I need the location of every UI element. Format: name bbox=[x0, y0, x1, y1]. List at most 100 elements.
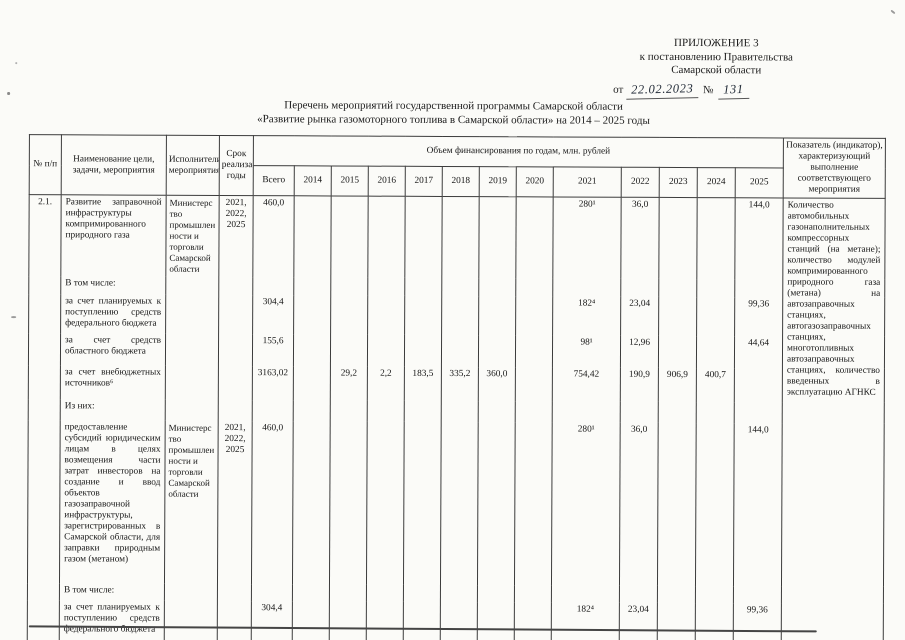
handwritten-number: 131 bbox=[718, 81, 750, 99]
cell-2020 bbox=[515, 296, 553, 336]
cell-2015 bbox=[330, 295, 368, 335]
program-table-wrap: № п/п Наименование цели, задачи, меропри… bbox=[27, 134, 886, 640]
cell-2025: 144,0 bbox=[734, 197, 784, 280]
cell-2021 bbox=[552, 401, 621, 423]
cell-2017 bbox=[404, 334, 442, 367]
header-num: № п/п bbox=[29, 134, 62, 195]
from-label: от bbox=[613, 83, 624, 96]
cell-2015 bbox=[329, 421, 368, 585]
cell-2018 bbox=[441, 277, 479, 297]
cell-executor: Министерство промышленности и торговли С… bbox=[165, 195, 220, 277]
cell-2019 bbox=[478, 401, 516, 423]
table-header-row-1: № п/п Наименование цели, задачи, меропри… bbox=[29, 134, 886, 199]
cell-2025 bbox=[734, 402, 783, 424]
cell-2017 bbox=[404, 277, 442, 296]
cell-2019 bbox=[477, 602, 515, 640]
cell-num bbox=[27, 600, 60, 640]
cell-num bbox=[27, 420, 61, 584]
cell-2018 bbox=[441, 334, 479, 368]
header-executor: Исполнители мероприятия bbox=[166, 135, 220, 196]
cell-2015: 29,2 bbox=[330, 366, 368, 401]
cell-2016 bbox=[367, 400, 405, 422]
document-title: Перечень мероприятий государственной про… bbox=[1, 98, 905, 129]
appendix-title: ПРИЛОЖЕНИЕ 3 bbox=[674, 36, 759, 50]
cell-2017 bbox=[404, 295, 442, 335]
cell-2014 bbox=[293, 400, 331, 422]
cell-executor bbox=[165, 365, 219, 400]
cell-2016: 2,2 bbox=[367, 366, 405, 401]
cell-2016 bbox=[367, 334, 405, 367]
cell-num bbox=[28, 276, 61, 295]
cell-activity: Развитие заправочной инфраструктуры комп… bbox=[60, 194, 167, 277]
cell-2022: 23,04 bbox=[619, 602, 658, 640]
appendix-block: ПРИЛОЖЕНИЕ 3 к постановлению Правительст… bbox=[609, 37, 823, 99]
cell-executor bbox=[164, 600, 218, 640]
program-table: № п/п Наименование цели, задачи, меропри… bbox=[27, 134, 886, 640]
cell-2015 bbox=[329, 601, 367, 640]
cell-2025: 44,64 bbox=[734, 336, 783, 369]
cell-2014 bbox=[293, 366, 331, 401]
cell-2024 bbox=[696, 297, 735, 337]
cell-activity: предоставление субсидий юридическим лица… bbox=[59, 420, 166, 584]
header-year-2023: 2023 bbox=[659, 167, 698, 198]
header-year-2020: 2020 bbox=[516, 166, 554, 197]
cell-2019: 360,0 bbox=[478, 367, 516, 402]
handwritten-date: 22.02.2023 bbox=[625, 81, 699, 99]
cell-2025 bbox=[734, 279, 783, 298]
scan-artifact bbox=[7, 92, 11, 96]
table-row: за счет планируемых к поступлению средст… bbox=[27, 600, 883, 640]
cell-2015 bbox=[330, 195, 369, 278]
cell-2023 bbox=[657, 422, 697, 587]
cell-total bbox=[252, 277, 294, 296]
cell-2015 bbox=[330, 277, 368, 296]
cell-2016 bbox=[367, 295, 405, 335]
cell-2020 bbox=[515, 335, 553, 368]
header-term: Срок реализации, годы bbox=[219, 135, 254, 196]
cell-total: 304,4 bbox=[251, 601, 293, 640]
cell-term bbox=[218, 276, 253, 296]
cell-activity: за счет средств областного бюджета bbox=[60, 333, 166, 366]
cell-2018 bbox=[440, 584, 478, 603]
cell-2024 bbox=[696, 336, 735, 369]
cell-2023 bbox=[658, 278, 697, 298]
cell-2024: 400,7 bbox=[696, 368, 735, 403]
cell-2022: 12,96 bbox=[620, 335, 659, 368]
cell-2022: 36,0 bbox=[620, 197, 660, 279]
cell-2016 bbox=[367, 196, 406, 278]
cell-2024 bbox=[695, 603, 734, 640]
cell-2022: 23,04 bbox=[620, 296, 659, 336]
cell-executor bbox=[165, 399, 219, 421]
number-label: № bbox=[703, 83, 714, 96]
cell-total: 460,0 bbox=[252, 195, 295, 278]
header-year-2018: 2018 bbox=[442, 166, 480, 197]
table-row: 2.1. Развитие заправочной инфраструктуры… bbox=[28, 194, 886, 640]
cell-total: 304,4 bbox=[252, 295, 294, 335]
cell-2014 bbox=[293, 295, 331, 335]
cell-2016 bbox=[367, 277, 405, 296]
cell-term bbox=[217, 583, 252, 602]
header-year-2024: 2024 bbox=[697, 167, 736, 198]
cell-2024 bbox=[695, 423, 735, 587]
table-row: за счет средств областного бюджета 155,6… bbox=[28, 333, 884, 369]
cell-2016 bbox=[366, 601, 404, 640]
cell-term bbox=[218, 294, 253, 335]
cell-total: 155,6 bbox=[252, 334, 294, 367]
cell-total: 460,0 bbox=[251, 421, 294, 585]
cell-2023: 906,9 bbox=[658, 367, 697, 403]
cell-2025: 99,36 bbox=[733, 603, 782, 640]
cell-total: 3163,02 bbox=[252, 366, 294, 401]
cell-2014 bbox=[293, 334, 331, 367]
cell-2020 bbox=[514, 602, 552, 640]
cell-2020 bbox=[514, 422, 553, 586]
table-row: за счет планируемых к поступлению средст… bbox=[28, 294, 885, 337]
cell-activity: Из них: bbox=[60, 399, 166, 421]
cell-2022 bbox=[620, 278, 659, 297]
cell-term bbox=[218, 365, 253, 401]
cell-2016 bbox=[366, 421, 405, 585]
cell-activity: В том числе: bbox=[60, 276, 166, 295]
cell-2020 bbox=[515, 278, 553, 297]
header-year-2014: 2014 bbox=[294, 165, 332, 196]
cell-2014 bbox=[292, 601, 330, 640]
cell-2023 bbox=[657, 585, 696, 604]
cell-total bbox=[251, 584, 293, 602]
